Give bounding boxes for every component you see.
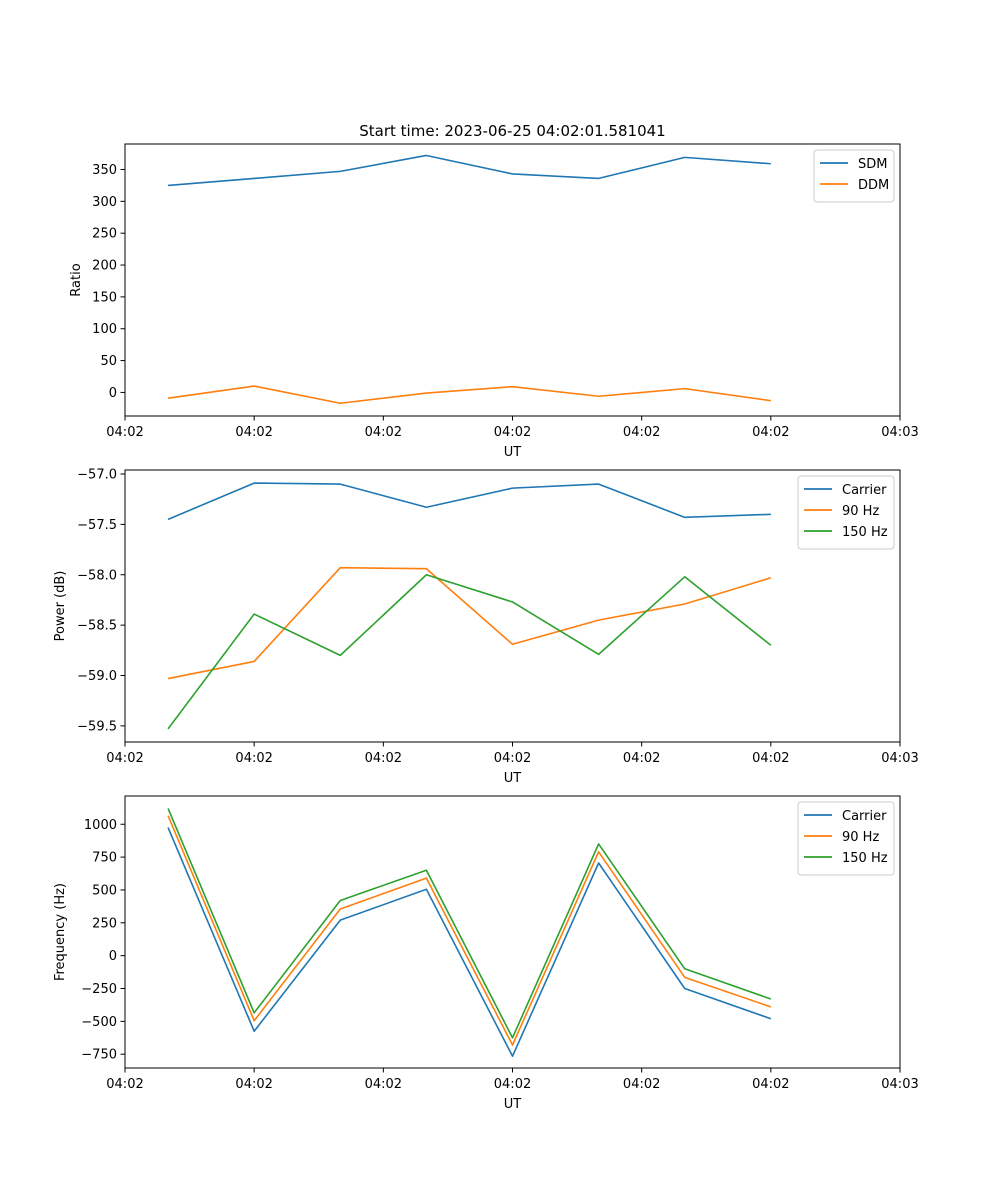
x-tick-label: 04:03 [881,1077,918,1092]
series-line-2 [167,385,771,405]
y-tick-label: −59.0 [77,669,117,684]
x-tick-label: 04:02 [235,425,272,440]
y-tick-label: −58.5 [77,619,117,634]
x-tick-label: 04:03 [881,751,918,766]
legend-label-1: SDM [858,157,887,172]
series-line-3 [167,808,772,1039]
legend: Carrier 90 Hz 150 Hz [797,475,895,550]
y-axis-label: Power (dB) [53,571,68,642]
x-tick-label: 04:02 [752,425,789,440]
y-tick-label: 750 [92,851,117,866]
y-tick-label: 0 [109,949,117,964]
x-tick-label: 04:02 [623,1077,660,1092]
y-tick-label: 150 [92,290,117,305]
legend-label-3: 150 Hz [842,851,888,866]
y-tick-label: 50 [100,354,117,369]
x-tick-label: 04:02 [106,425,143,440]
x-tick-label: 04:02 [494,751,531,766]
x-tick-label: 04:02 [494,425,531,440]
x-tick-label: 04:02 [365,1077,402,1092]
y-tick-label: −58.0 [77,568,117,583]
legend-label-2: 90 Hz [842,830,879,845]
figure-title: Start time: 2023-06-25 04:02:01.581041 [359,122,665,140]
legend-label-1: Carrier [842,809,887,824]
x-axis-label: UT [504,1097,522,1112]
x-tick-label: 04:02 [752,751,789,766]
legend: SDM DDM [813,149,895,203]
legend-label-2: 90 Hz [842,504,879,519]
series-line-1 [167,482,771,521]
chart-panel-3: 04:02 04:02 04:02 04:02 04:02 04:02 04:03 −750 −… [53,795,919,1112]
y-axis-label: Frequency (Hz) [53,883,68,981]
chart-panel-1: 04:02 04:02 04:02 04:02 04:02 04:02 04:03 0 50 10… [69,143,919,460]
y-tick-label: −250 [81,982,117,997]
y-tick-label: 250 [92,916,117,931]
series-line-1 [167,827,772,1057]
legend: Carrier 90 Hz 150 Hz [797,801,895,876]
y-tick-label: 0 [109,386,117,401]
y-tick-label: 350 [92,163,117,178]
y-tick-label: 100 [92,322,117,337]
x-tick-label: 04:03 [881,425,918,440]
x-tick-label: 04:02 [106,751,143,766]
y-tick-label: 250 [92,227,117,242]
x-tick-label: 04:02 [623,425,660,440]
x-tick-label: 04:02 [235,751,272,766]
y-tick-label: −57.5 [77,518,117,533]
x-axis-label: UT [504,445,522,460]
y-tick-label: −59.5 [77,719,117,734]
y-tick-label: 200 [92,259,117,274]
y-tick-label: −500 [81,1015,117,1030]
x-tick-label: 04:02 [623,751,660,766]
x-tick-label: 04:02 [235,1077,272,1092]
x-tick-label: 04:02 [494,1077,531,1092]
x-tick-label: 04:02 [752,1077,789,1092]
y-tick-label: 500 [92,883,117,898]
series-line-2 [167,815,772,1046]
x-tick-label: 04:02 [365,751,402,766]
x-tick-label: 04:02 [365,425,402,440]
x-tick-label: 04:02 [106,1077,143,1092]
x-axis-label: UT [504,771,522,786]
y-tick-label: −750 [81,1048,117,1063]
chart-panel-2: 04:02 04:02 04:02 04:02 04:02 04:02 04:03 −59.5… [53,468,919,786]
panels: 04:02 04:02 04:02 04:02 04:02 04:02 04:03 0 50 10… [53,143,919,1112]
y-tick-label: 1000 [84,818,117,833]
series-line-1 [167,154,771,187]
y-axis-label: Ratio [69,263,84,296]
y-tick-label: 300 [92,195,117,210]
series-line-3 [167,573,772,730]
legend-label-3: 150 Hz [842,525,888,540]
y-tick-label: −57.0 [77,468,117,483]
legend-label-2: DDM [858,178,889,193]
series-line-2 [167,566,772,680]
legend-label-1: Carrier [842,483,887,498]
